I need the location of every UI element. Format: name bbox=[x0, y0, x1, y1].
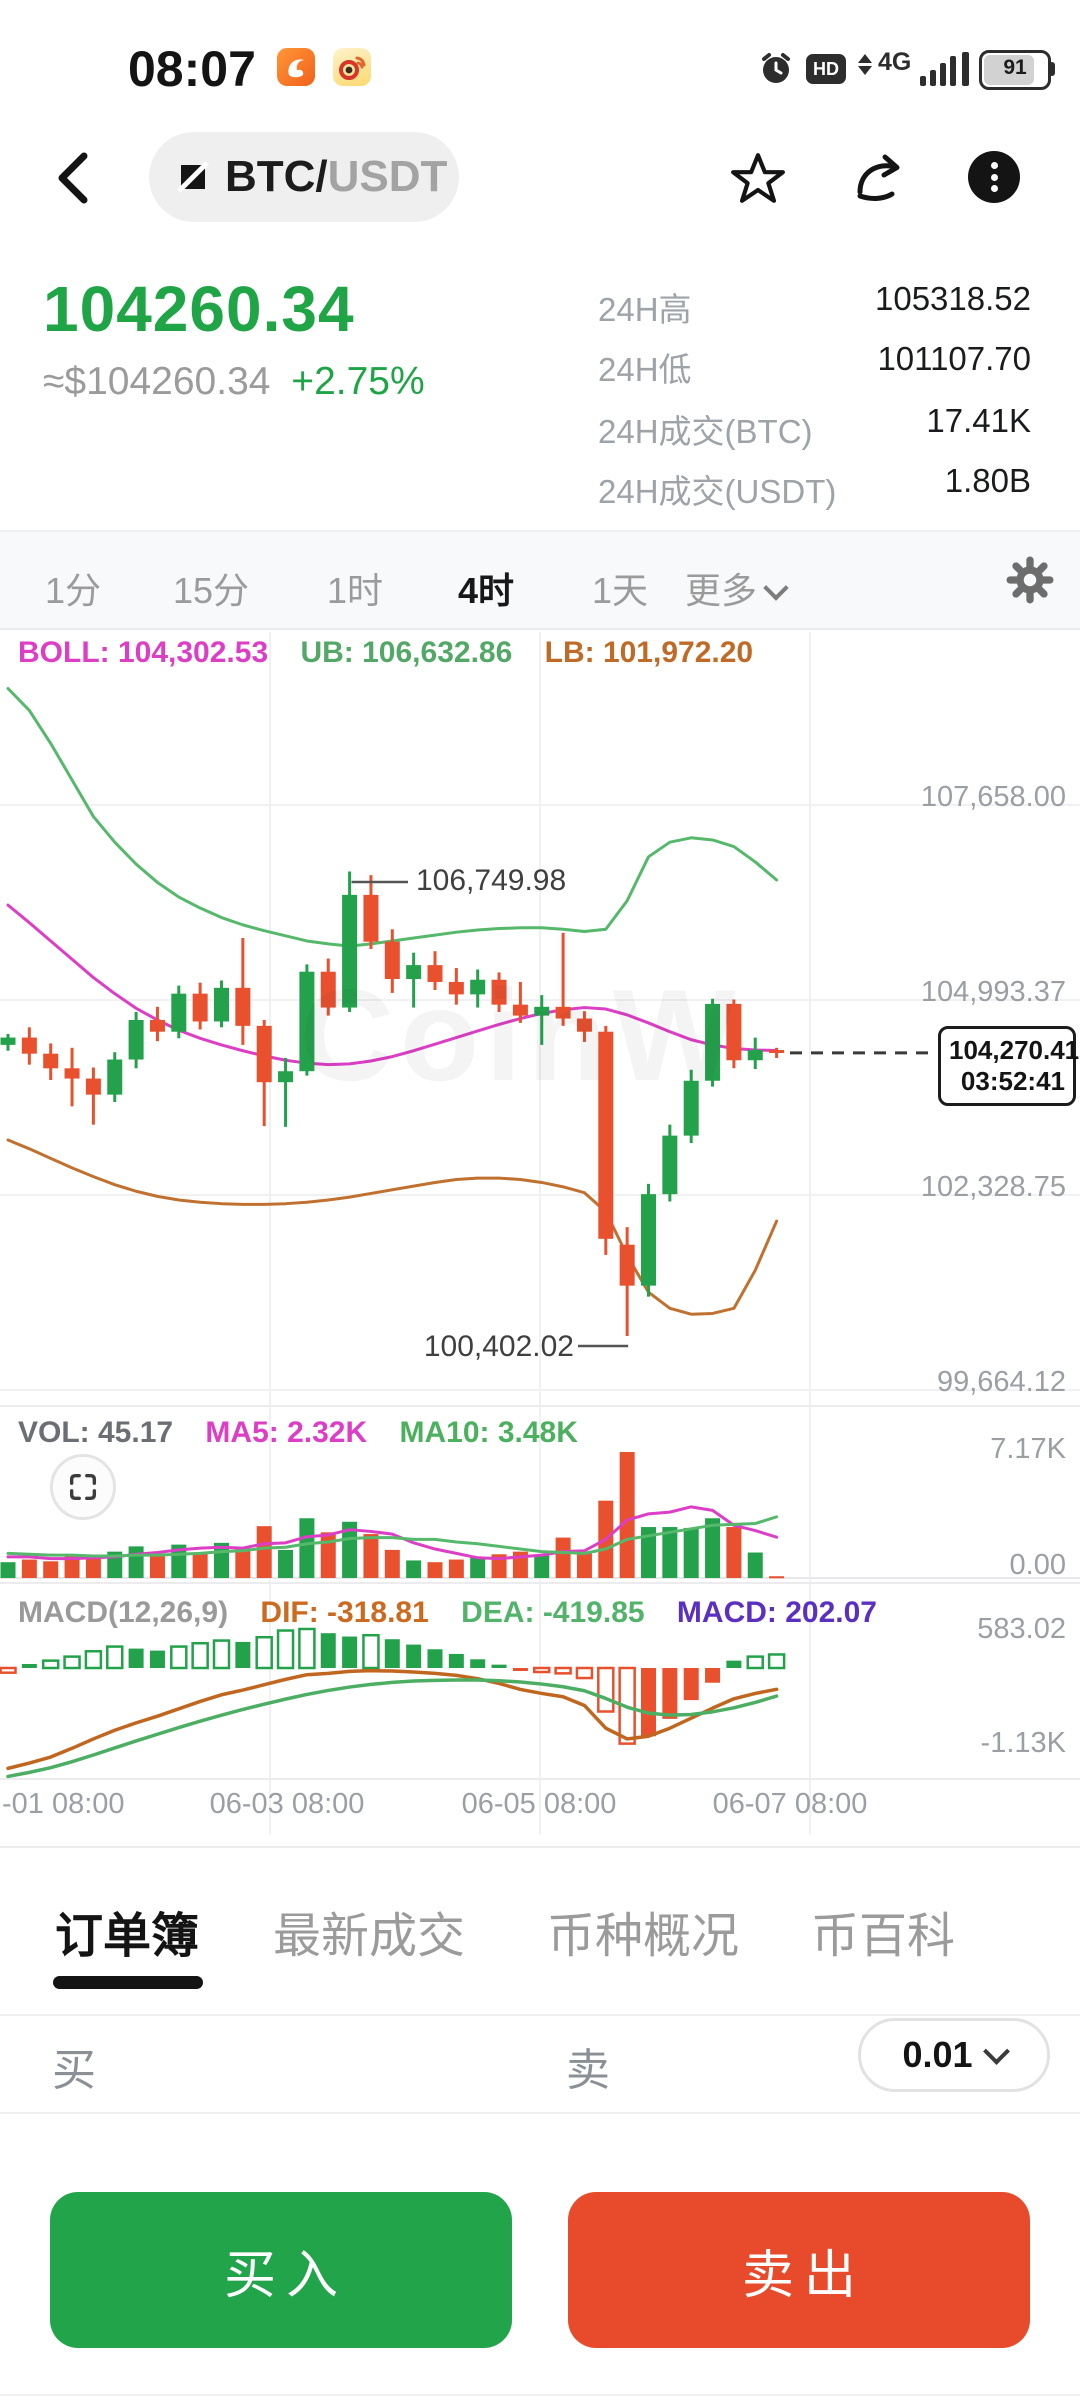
x-axis-label: -01 08:00 bbox=[2, 1788, 125, 1820]
fiat-price: ≈$104260.34 bbox=[43, 360, 271, 403]
stat-label: 24H成交(USDT) bbox=[598, 473, 837, 510]
chart-style-icon bbox=[177, 161, 209, 193]
lb-value: LB: 101,972.20 bbox=[544, 636, 754, 669]
status-time: 08:07 bbox=[128, 41, 256, 97]
tab-timeframe-4h[interactable]: 4时 bbox=[457, 570, 515, 611]
last-price-callout: 104,270.41 03:52:41 bbox=[938, 1026, 1080, 1106]
battery-icon: 91 bbox=[979, 50, 1051, 90]
stat-label: 24H高 bbox=[598, 291, 692, 328]
last-price: 104260.34 bbox=[43, 273, 355, 345]
ub-value: UB: 106,632.86 bbox=[300, 636, 513, 669]
stat-value: 17.41K bbox=[926, 402, 1031, 439]
weibo-icon bbox=[333, 48, 371, 86]
macd-indicator-header: MACD(12,26,9) DIF: -318.81 DEA: -419.85 … bbox=[18, 1596, 877, 1630]
more-timeframes-button[interactable]: 更多 bbox=[685, 562, 789, 614]
x-axis-label: 06-07 08:00 bbox=[712, 1788, 868, 1820]
vol-ma10-value: MA10: 3.48K bbox=[399, 1416, 578, 1449]
divider bbox=[0, 1846, 1080, 1848]
fullscreen-chart-button[interactable] bbox=[50, 1454, 116, 1520]
active-tab-underline bbox=[53, 1976, 203, 1989]
low-annotation: 100,402.02 bbox=[423, 1330, 574, 1363]
price-axis-label: 102,328.75 bbox=[920, 1171, 1066, 1203]
orderbook-sell-label: 卖 bbox=[566, 2046, 610, 2095]
stat-label: 24H成交(BTC) bbox=[598, 413, 813, 450]
tab-timeframe-1h[interactable]: 1时 bbox=[326, 570, 384, 611]
tab-orderbook[interactable]: 订单簿 bbox=[55, 1910, 200, 1963]
pair-selector[interactable]: BTC/ USDT bbox=[149, 132, 459, 222]
kline-chart[interactable] bbox=[0, 630, 1080, 1835]
hd-badge: HD bbox=[806, 54, 846, 84]
dif-value: DIF: -318.81 bbox=[260, 1596, 429, 1629]
network-type: 4G bbox=[878, 48, 912, 76]
pair-quote: USDT bbox=[327, 152, 448, 201]
macd-axis-max: 583.02 bbox=[977, 1613, 1066, 1645]
macd-params: MACD(12,26,9) bbox=[18, 1596, 229, 1629]
macd-value: MACD: 202.07 bbox=[676, 1596, 877, 1629]
high-annotation: 106,749.98 bbox=[416, 864, 567, 897]
fullscreen-icon bbox=[69, 1473, 97, 1501]
battery-nub bbox=[1049, 62, 1055, 76]
stat-label: 24H低 bbox=[598, 351, 692, 388]
vol-axis-max: 7.17K bbox=[990, 1433, 1066, 1465]
timeframe-toolbar bbox=[0, 530, 1080, 630]
tab-coin-wiki[interactable]: 币百科 bbox=[811, 1910, 956, 1963]
tab-timeframe-15m[interactable]: 15分 bbox=[172, 570, 250, 611]
dea-value: DEA: -419.85 bbox=[461, 1596, 645, 1629]
vol-axis-min: 0.00 bbox=[1009, 1549, 1066, 1581]
stat-value: 105318.52 bbox=[875, 280, 1031, 317]
price-axis-label: 107,658.00 bbox=[920, 781, 1066, 813]
data-arrows-icon bbox=[858, 54, 872, 75]
price-axis-label: 99,664.12 bbox=[936, 1366, 1066, 1398]
stat-value: 1.80B bbox=[944, 462, 1031, 499]
battery-level: 91 bbox=[1003, 56, 1027, 79]
change-percent: +2.75% bbox=[291, 360, 425, 403]
boll-indicator-header: BOLL: 104,302.53 UB: 106,632.86 LB: 101,… bbox=[18, 636, 753, 670]
stat-value: 101107.70 bbox=[877, 340, 1031, 377]
price-axis-label: 104,993.37 bbox=[920, 976, 1066, 1008]
vol-value: VOL: 45.17 bbox=[18, 1416, 174, 1449]
x-axis-label: 06-05 08:00 bbox=[461, 1788, 617, 1820]
more-menu-button[interactable] bbox=[968, 151, 1020, 203]
back-button[interactable] bbox=[52, 152, 92, 204]
favorite-star-button[interactable] bbox=[730, 150, 786, 206]
orderbook-buy-label: 买 bbox=[52, 2046, 96, 2095]
x-axis-label: 06-03 08:00 bbox=[209, 1788, 365, 1820]
boll-value: BOLL: 104,302.53 bbox=[18, 636, 269, 669]
vol-ma5-value: MA5: 2.32K bbox=[205, 1416, 368, 1449]
tab-coin-overview[interactable]: 币种概况 bbox=[547, 1910, 740, 1963]
tick-size-dropdown[interactable]: 0.01 bbox=[858, 2018, 1050, 2092]
chevron-down-icon bbox=[982, 2037, 1010, 2065]
pair-base: BTC/ bbox=[225, 152, 328, 201]
divider bbox=[0, 2014, 1080, 2016]
divider bbox=[0, 2112, 1080, 2114]
tab-latest-trades[interactable]: 最新成交 bbox=[273, 1910, 466, 1963]
macd-axis-min: -1.13K bbox=[980, 1727, 1066, 1759]
sell-button[interactable]: 卖出 bbox=[568, 2192, 1030, 2348]
callout-price: 104,270.41 bbox=[949, 1035, 1080, 1065]
callout-countdown: 03:52:41 bbox=[960, 1066, 1065, 1096]
uc-browser-icon bbox=[277, 48, 315, 86]
chevron-down-icon bbox=[763, 575, 789, 601]
alarm-icon bbox=[758, 50, 794, 86]
divider bbox=[0, 2394, 1080, 2396]
tab-timeframe-1m[interactable]: 1分 bbox=[44, 570, 102, 611]
buy-button[interactable]: 买入 bbox=[50, 2192, 512, 2348]
fiat-price-row: ≈$104260.34 +2.75% bbox=[43, 360, 425, 404]
chart-settings-gear-button[interactable] bbox=[1006, 556, 1054, 604]
volume-indicator-header: VOL: 45.17 MA5: 2.32K MA10: 3.48K bbox=[18, 1416, 578, 1450]
share-button[interactable] bbox=[852, 150, 906, 204]
exchange-watermark: CoinW bbox=[300, 962, 742, 1108]
tab-timeframe-1d[interactable]: 1天 bbox=[591, 570, 649, 611]
